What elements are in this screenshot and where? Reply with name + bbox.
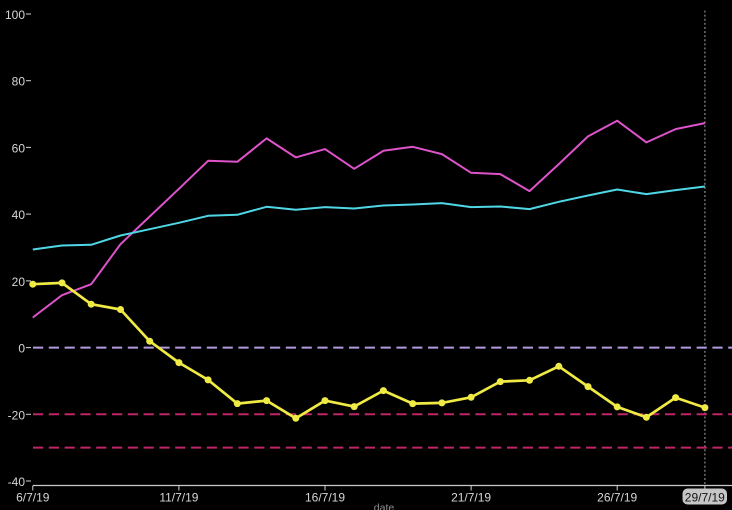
svg-text:date: date xyxy=(374,502,395,510)
svg-text:11/7/19: 11/7/19 xyxy=(159,491,198,505)
svg-text:60: 60 xyxy=(12,141,26,155)
svg-text:6/7/19: 6/7/19 xyxy=(16,491,50,505)
svg-text:20: 20 xyxy=(12,275,26,289)
svg-text:26/7/19: 26/7/19 xyxy=(597,491,637,505)
svg-text:100: 100 xyxy=(5,8,25,22)
svg-text:-40: -40 xyxy=(8,475,26,489)
svg-text:29/7/19: 29/7/19 xyxy=(685,491,725,505)
svg-text:80: 80 xyxy=(12,75,26,89)
svg-text:16/7/19: 16/7/19 xyxy=(305,491,345,505)
svg-text:21/7/19: 21/7/19 xyxy=(451,491,491,505)
svg-text:-20: -20 xyxy=(8,408,26,422)
svg-text:0: 0 xyxy=(18,342,25,356)
svg-text:40: 40 xyxy=(12,208,26,222)
